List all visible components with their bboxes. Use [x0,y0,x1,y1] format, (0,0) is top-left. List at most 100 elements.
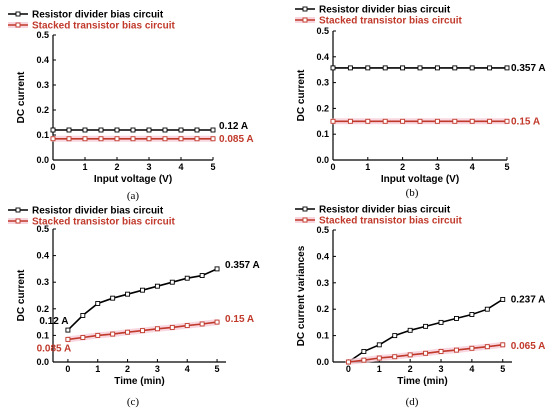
y-tick-label: 0.3 [316,78,329,88]
data-point [82,127,88,133]
data-point [199,321,205,327]
data-point [469,312,475,317]
legend-entry: Resistor divider bias circuit [8,206,164,217]
legend-entry: Stacked transistor bias circuit [8,21,176,32]
end-value-label: 0.12 A [219,121,248,132]
data-point [130,136,136,142]
data-point [376,355,382,361]
data-point [140,287,145,293]
end-value-label: 0.065 A [511,341,546,352]
y-tick-label: 0.0 [316,155,329,165]
data-point [347,118,353,124]
data-point [95,301,101,306]
start-value-label: 0.085 A [37,343,72,354]
x-tick-label: 1 [365,162,370,172]
legend-marker [302,17,308,23]
y-tick-label: 0.0 [316,357,329,367]
data-point [487,65,493,71]
data-point [484,344,490,350]
y-tick-label: 0.1 [36,330,49,340]
data-point [184,323,190,329]
data-point [423,350,429,356]
data-point [110,331,116,337]
legend-label: Stacked transistor bias circuit [32,217,176,228]
y-tick-label: 0.5 [36,30,49,40]
data-point [382,118,388,124]
legend-entry: Stacked transistor bias circuit [295,16,463,27]
legend-marker [15,207,21,213]
data-point [210,127,216,133]
y-tick-label: 0.5 [316,225,329,235]
end-value-label: 0.357 A [225,260,260,271]
panel-a: 0.0 0.1 0.2 0.3 0.4 0.5 0 1 2 3 4 5 Input voltage (V… [8,10,254,202]
data-point [65,336,71,342]
x-tick-label: 1 [95,364,100,374]
panel-label: (d) [406,396,419,408]
data-point [184,275,190,281]
data-point [98,127,104,133]
y-tick-label: 0.5 [316,26,329,36]
data-point [125,291,131,297]
data-point [365,118,371,124]
data-point [80,313,86,318]
y-axis-label: DC current [16,71,27,123]
data-point [140,328,145,334]
data-point [146,127,152,133]
end-value-label: 0.15 A [511,116,540,127]
data-point [417,118,423,124]
panel-label: (a) [127,190,140,202]
x-tick-label: 3 [155,364,160,374]
data-point [199,273,205,278]
x-tick-label: 5 [215,364,220,374]
data-point [392,333,398,339]
data-point [169,324,175,330]
panel-label: (c) [127,396,140,408]
x-tick-label: 5 [210,162,215,172]
x-tick-label: 3 [439,364,444,374]
series-line-resistor-divider [67,268,218,331]
data-point [330,65,336,71]
data-point [504,65,510,71]
legend-entry: Resistor divider bias circuit [295,205,451,216]
y-axis-label: DC current [296,69,307,121]
legend-entry: Stacked transistor bias circuit [295,216,463,227]
y-tick-label: 0.1 [316,331,329,341]
x-tick-label: 0 [346,364,351,374]
x-tick-label: 3 [435,162,440,172]
x-axis-label: Input voltage (V) [94,174,172,185]
x-tick-label: 3 [146,162,151,172]
x-tick-label: 5 [500,364,505,374]
data-point [453,315,459,321]
data-point [453,347,459,353]
data-point [438,348,444,354]
data-point [146,136,152,142]
x-tick-label: 4 [185,364,190,374]
panel-d: 0.0 0.1 0.2 0.3 0.4 0.5 0 1 2 3 4 5 Time (min) DC cur… [295,205,546,408]
y-tick-label: 0.1 [316,129,329,139]
data-point [125,329,131,335]
y-tick-label: 0.3 [36,80,49,90]
y-tick-label: 0.3 [316,278,329,288]
data-point [114,127,120,133]
data-point [423,323,429,329]
data-point [214,319,220,325]
y-tick-label: 0.4 [316,52,329,62]
data-point [434,65,440,71]
data-point [452,65,458,71]
legend-label: Stacked transistor bias circuit [32,21,176,32]
data-point [417,65,423,71]
y-tick-label: 0.2 [36,304,49,314]
end-value-label: 0.085 A [219,134,254,145]
data-point [487,118,493,124]
data-point [210,136,216,142]
legend-label: Stacked transistor bias circuit [319,16,463,27]
data-point [330,118,336,124]
x-tick-label: 2 [408,364,413,374]
x-tick-label: 4 [470,162,475,172]
data-point [345,359,351,365]
end-value-label: 0.15 A [225,314,254,325]
data-point [154,326,160,332]
panel-label: (b) [406,187,419,199]
data-point [365,65,371,71]
